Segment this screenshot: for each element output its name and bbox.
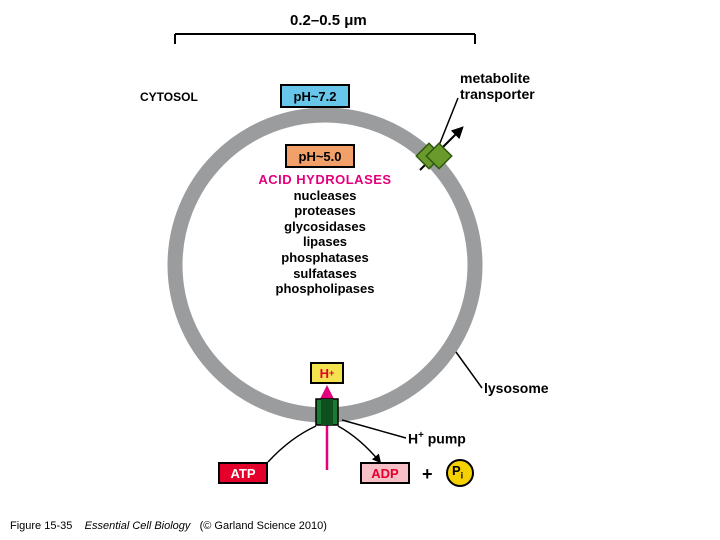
- scale-label: 0.2–0.5 μm: [290, 12, 367, 29]
- enzyme-proteases: proteases: [235, 203, 415, 219]
- h-ion-box: H+: [310, 362, 344, 384]
- enzyme-phosphatases: phosphatases: [235, 250, 415, 266]
- ph-lumen-box: pH~5.0: [285, 144, 355, 168]
- ph-cytosol-box: pH~7.2: [280, 84, 350, 108]
- enzyme-sulfatases: sulfatases: [235, 266, 415, 282]
- caption-rest: (© Garland Science 2010): [200, 520, 327, 532]
- diagram-stage: 0.2–0.5 μm CYTOSOL metabolite transporte…: [0, 0, 720, 540]
- pi-label: Pi: [452, 463, 463, 481]
- caption-figno: Figure 15-35: [10, 520, 72, 532]
- metabolite-line2: transporter: [460, 86, 535, 102]
- enzyme-glycosidases: glycosidases: [235, 219, 415, 235]
- plus-sign: +: [422, 464, 433, 485]
- metabolite-line1: metabolite: [460, 70, 535, 86]
- enzyme-phospholipases: phospholipases: [235, 281, 415, 297]
- caption-book: Essential Cell Biology: [85, 520, 191, 532]
- acid-hydrolases-block: ACID HYDROLASES nucleases proteases glyc…: [235, 172, 415, 297]
- hpump-label: H+ pump: [408, 430, 466, 447]
- enzyme-lipases: lipases: [235, 234, 415, 250]
- acid-hydrolases-title: ACID HYDROLASES: [235, 172, 415, 188]
- lysosome-label: lysosome: [484, 380, 549, 396]
- figure-caption: Figure 15-35 Essential Cell Biology (© G…: [10, 520, 327, 532]
- atp-box: ATP: [218, 462, 268, 484]
- enzyme-nucleases: nucleases: [235, 188, 415, 204]
- adp-box: ADP: [360, 462, 410, 484]
- ph-cytosol-text: pH~7.2: [294, 89, 337, 104]
- cytosol-label: CYTOSOL: [140, 90, 198, 104]
- adp-text: ADP: [371, 466, 398, 481]
- metabolite-transporter-label: metabolite transporter: [460, 70, 535, 102]
- atp-text: ATP: [230, 466, 255, 481]
- ph-lumen-text: pH~5.0: [299, 149, 342, 164]
